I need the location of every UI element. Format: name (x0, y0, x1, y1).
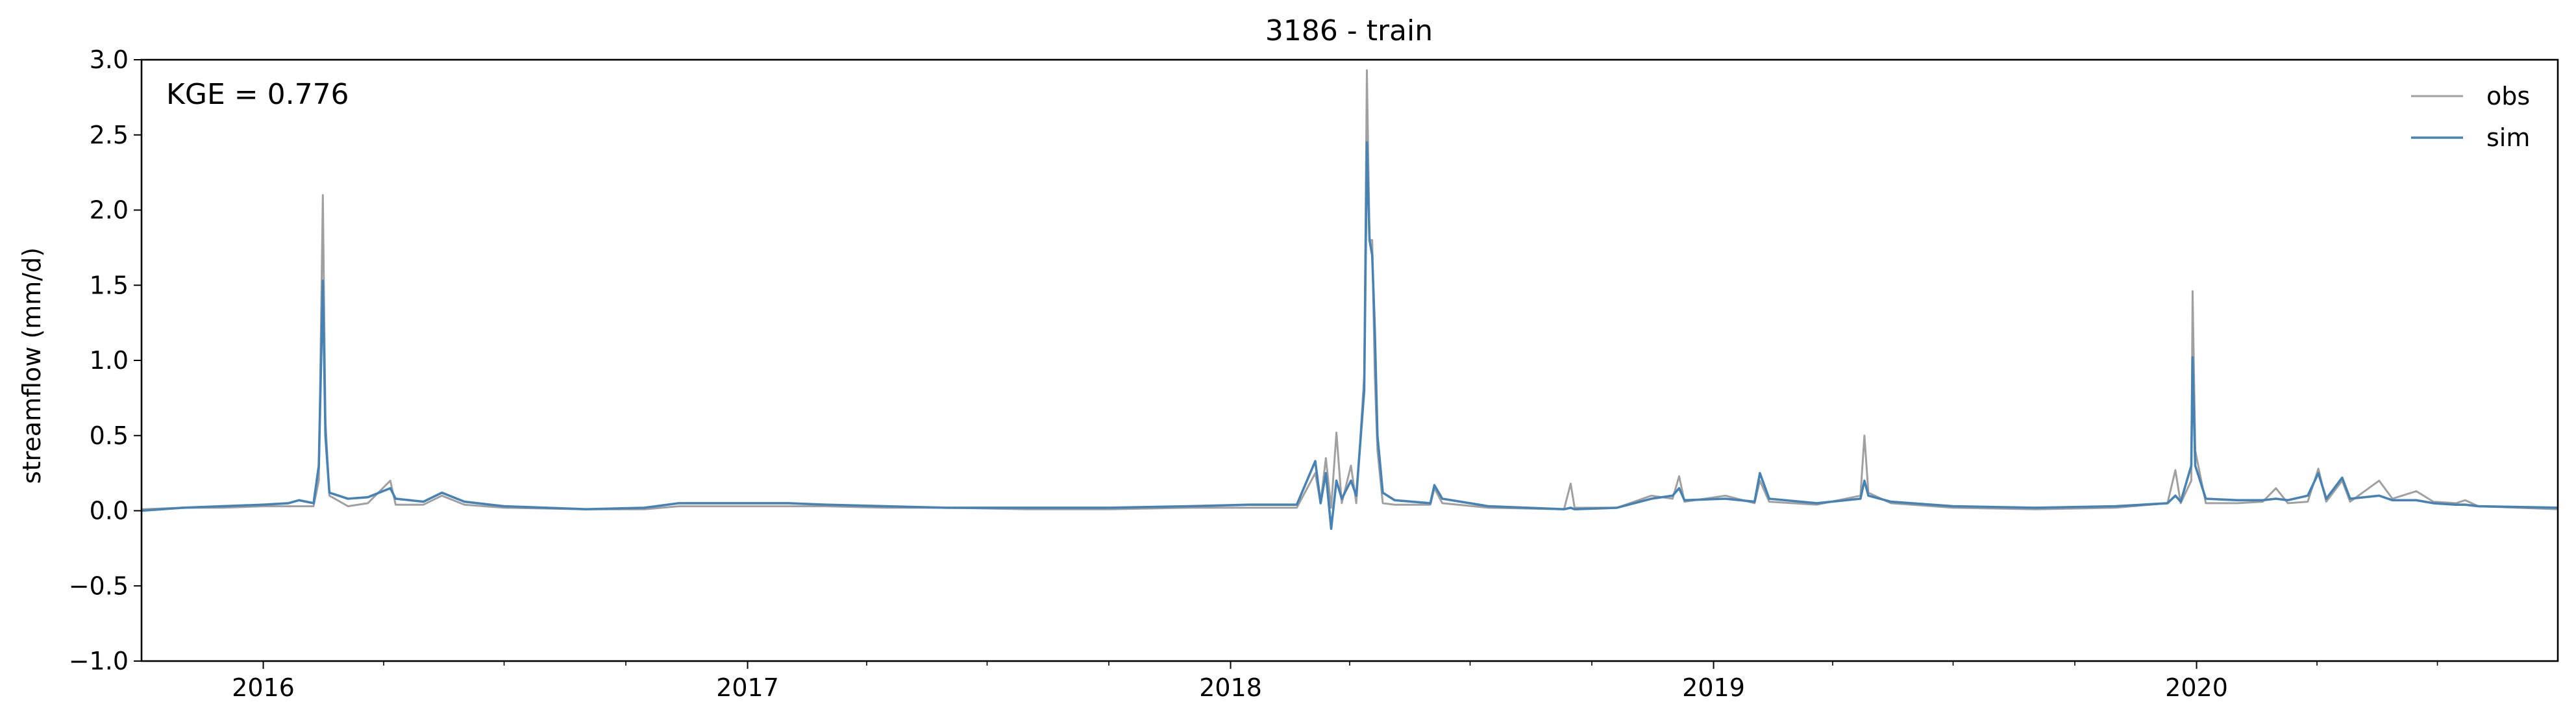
y-tick-label: 2.0 (90, 196, 129, 225)
legend: obs sim (2411, 82, 2530, 152)
y-tick-label: 0.0 (90, 497, 129, 525)
x-tick-label: 2016 (232, 673, 295, 702)
series-line-sim (141, 141, 2558, 531)
y-tick-label: 0.5 (90, 421, 129, 450)
x-tick-label: 2017 (716, 673, 779, 702)
plot-area: −1.0−0.50.00.51.01.52.02.53.0 2016 2017 20… (69, 45, 2559, 702)
x-tick-label: 2019 (1682, 673, 1745, 702)
y-tick-label: 2.5 (90, 121, 129, 149)
y-tick-label: 3.0 (90, 45, 129, 74)
series-layer (141, 69, 2558, 531)
series-line-obs (141, 69, 2558, 510)
y-axis-label: streamflow (mm/d) (18, 247, 46, 484)
x-tick-label: 2020 (2165, 673, 2228, 702)
legend-label-obs: obs (2486, 82, 2530, 110)
legend-label-sim: sim (2486, 123, 2530, 152)
y-axis-ticks: −1.0 −0.5 0.0 0.5 1.0 1.5 2.0 2.5 3.0 (69, 45, 142, 675)
x-axis-ticks: 2016 2017 2018 2019 2020 (232, 661, 2228, 702)
kge-annotation: KGE = 0.776 (166, 78, 349, 111)
x-tick-label: 2018 (1199, 673, 1262, 702)
y-tick-label: 1.5 (90, 271, 129, 299)
y-tick-label: −1.0 (69, 647, 129, 675)
chart-title: 3186 - train (1265, 14, 1433, 47)
y-tick-label: 1.0 (90, 346, 129, 375)
axes-frame (140, 58, 2559, 662)
y-tick-label: −0.5 (69, 571, 129, 600)
